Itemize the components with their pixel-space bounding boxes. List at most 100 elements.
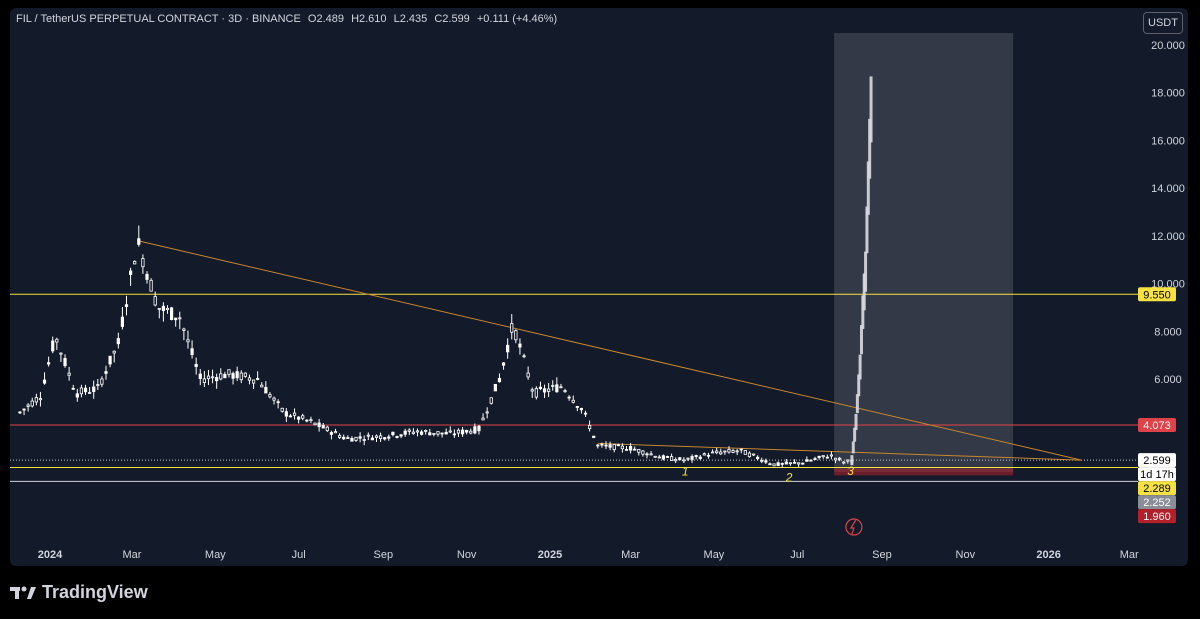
candle-body: [751, 453, 756, 456]
candle-body: [317, 422, 321, 428]
candle-body: [575, 406, 579, 408]
candle-body: [108, 355, 112, 365]
candle-body: [485, 411, 489, 414]
candle-body: [374, 435, 379, 438]
candle-body: [792, 461, 797, 464]
candle-body: [18, 411, 22, 414]
candle-body: [813, 458, 817, 460]
candle-body: [518, 343, 522, 348]
projection-candle: [862, 273, 866, 311]
candle-body: [145, 273, 149, 280]
candle-body: [206, 375, 211, 380]
candle-body: [788, 462, 793, 465]
candle-body: [88, 392, 92, 394]
candle-body: [608, 444, 612, 448]
projection-candle: [864, 251, 868, 292]
chart-panel[interactable]: 1 2 3 20.000 18.000 16.000 14.000 12.000 10.000 8…: [10, 8, 1188, 566]
candle-body: [735, 450, 739, 453]
candle-body: [551, 385, 555, 387]
price-label-box: [1138, 417, 1176, 432]
candle-body: [38, 398, 43, 401]
candle-body: [493, 383, 497, 392]
candle-body: [489, 397, 493, 404]
tradingview-brand[interactable]: TradingView: [10, 582, 148, 603]
y-axis-tick-label: 18.000: [1151, 88, 1185, 100]
candle-body: [75, 393, 79, 398]
candle-body: [276, 401, 280, 404]
stop-loss-zone[interactable]: [834, 468, 1014, 476]
projection-candle: [859, 325, 863, 355]
candle-body: [633, 448, 637, 451]
candle-body: [522, 355, 526, 358]
candle-body: [690, 456, 694, 460]
candle-body: [223, 374, 227, 379]
x-axis-tick-label: Mar: [1120, 549, 1139, 561]
x-axis-tick-label: May: [205, 549, 226, 561]
candle-body: [747, 452, 752, 458]
x-axis-tick-label: May: [704, 549, 725, 561]
candle-body: [809, 459, 813, 462]
trend-line[interactable]: [137, 240, 1082, 461]
x-axis-tick-label: Sep: [374, 549, 394, 561]
candle-body: [448, 430, 452, 433]
candle-body: [838, 457, 842, 460]
candle-body: [682, 459, 686, 462]
projection-candle: [851, 441, 855, 454]
candle-body: [129, 270, 133, 275]
candle-body: [333, 431, 338, 434]
price-label-text: 2.252: [1143, 497, 1171, 509]
candle-body: [358, 436, 362, 439]
symbol-name[interactable]: FIL / TetherUS PERPETUAL CONTRACT · 3D ·…: [16, 13, 301, 25]
price-label-box: [1138, 453, 1176, 468]
candle-body: [616, 444, 620, 447]
candle-body: [661, 455, 665, 460]
candle-body: [407, 429, 411, 432]
candle-body: [383, 437, 387, 440]
candle-body: [198, 373, 202, 379]
candle-body: [210, 376, 215, 379]
projection-zone[interactable]: [834, 33, 1014, 473]
candle-body: [768, 463, 772, 466]
candle-body: [596, 444, 600, 447]
candle-body: [592, 435, 596, 438]
candle-body: [510, 323, 514, 333]
candle-body: [526, 372, 530, 378]
candle-body: [637, 449, 641, 453]
candle-body: [391, 431, 395, 436]
flash-bolt-icon: [849, 519, 857, 535]
currency-button[interactable]: USDT: [1143, 12, 1183, 34]
candle-body: [67, 372, 71, 376]
candle-body: [821, 455, 825, 458]
candle-body: [694, 455, 698, 457]
candle-body: [51, 340, 55, 352]
price-label-box: [1138, 287, 1176, 302]
price-label-text: 1.960: [1143, 511, 1171, 523]
candle-body: [403, 430, 407, 435]
y-axis-tick-label: 8.000: [1154, 326, 1182, 338]
trend-line[interactable]: [597, 442, 1082, 461]
candle-body: [231, 373, 235, 379]
candle-body: [674, 459, 678, 462]
price-chart[interactable]: 1 2 320.00018.00016.00014.00012.00010.0008…: [10, 8, 1188, 566]
x-axis-tick-label: 2025: [538, 549, 562, 561]
candle-body: [477, 425, 481, 432]
candle-body: [354, 436, 358, 441]
candle-body: [583, 412, 588, 415]
candle-body: [501, 362, 506, 366]
candle-body: [665, 456, 670, 458]
candle-body: [456, 429, 461, 434]
candle-body: [588, 424, 592, 430]
candle-body: [506, 344, 510, 353]
candle-body: [825, 456, 829, 459]
candle-body: [149, 279, 153, 292]
price-label-box: [1138, 467, 1176, 482]
flash-event-icon[interactable]: [845, 518, 863, 536]
candle-body: [428, 432, 432, 436]
candle-body: [432, 432, 436, 435]
candle-body: [301, 415, 305, 419]
candle-body: [292, 412, 297, 416]
candle-body: [465, 429, 469, 433]
candle-body: [538, 386, 543, 390]
candle-body: [829, 454, 834, 457]
candle-body: [444, 431, 448, 435]
